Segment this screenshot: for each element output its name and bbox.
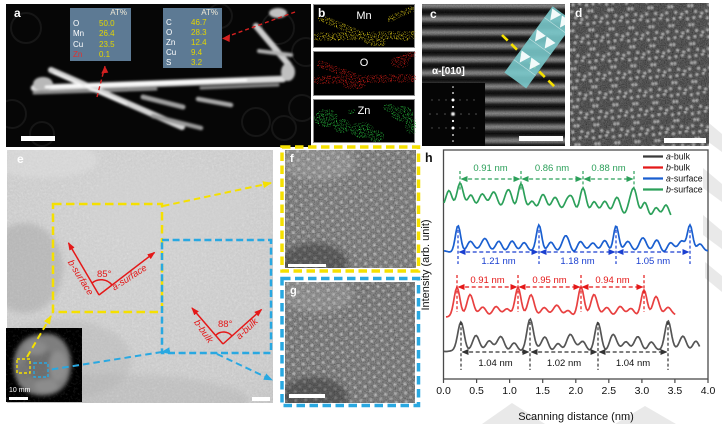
svg-text:1.02 nm: 1.02 nm: [547, 358, 581, 369]
svg-text:b-surface: b-surface: [666, 185, 703, 195]
svg-text:1.04 nm: 1.04 nm: [616, 358, 650, 369]
svg-text:85°: 85°: [97, 269, 112, 280]
svg-text:0.86 nm: 0.86 nm: [535, 163, 569, 174]
svg-text:2.0: 2.0: [568, 385, 583, 397]
svg-text:0.5: 0.5: [469, 385, 484, 397]
svg-text:4.0: 4.0: [701, 385, 716, 397]
svg-text:0.94 nm: 0.94 nm: [595, 275, 629, 286]
svg-text:2.5: 2.5: [601, 385, 616, 397]
svg-text:1.0: 1.0: [502, 385, 517, 397]
svg-text:0.0: 0.0: [436, 385, 451, 397]
svg-text:h: h: [425, 151, 433, 165]
svg-text:0.88 nm: 0.88 nm: [591, 163, 625, 174]
svg-text:88°: 88°: [218, 319, 233, 330]
svg-text:a-bulk: a-bulk: [666, 152, 691, 162]
svg-text:3.0: 3.0: [635, 385, 650, 397]
svg-text:3.5: 3.5: [668, 385, 683, 397]
svg-text:1.05 nm: 1.05 nm: [636, 256, 670, 267]
svg-text:Scanning distance (nm): Scanning distance (nm): [518, 411, 634, 423]
svg-text:0.91 nm: 0.91 nm: [473, 163, 507, 174]
svg-text:1.04 nm: 1.04 nm: [478, 358, 512, 369]
svg-text:1.5: 1.5: [535, 385, 550, 397]
svg-text:1.18 nm: 1.18 nm: [560, 256, 594, 267]
svg-text:b-bulk: b-bulk: [666, 163, 691, 173]
svg-text:0.91 nm: 0.91 nm: [470, 275, 504, 286]
svg-text:Intensity (arb. unit): Intensity (arb. unit): [420, 219, 432, 310]
svg-text:a-surface: a-surface: [666, 174, 703, 184]
svg-text:1.21 nm: 1.21 nm: [481, 256, 515, 267]
svg-text:0.95 nm: 0.95 nm: [532, 275, 566, 286]
